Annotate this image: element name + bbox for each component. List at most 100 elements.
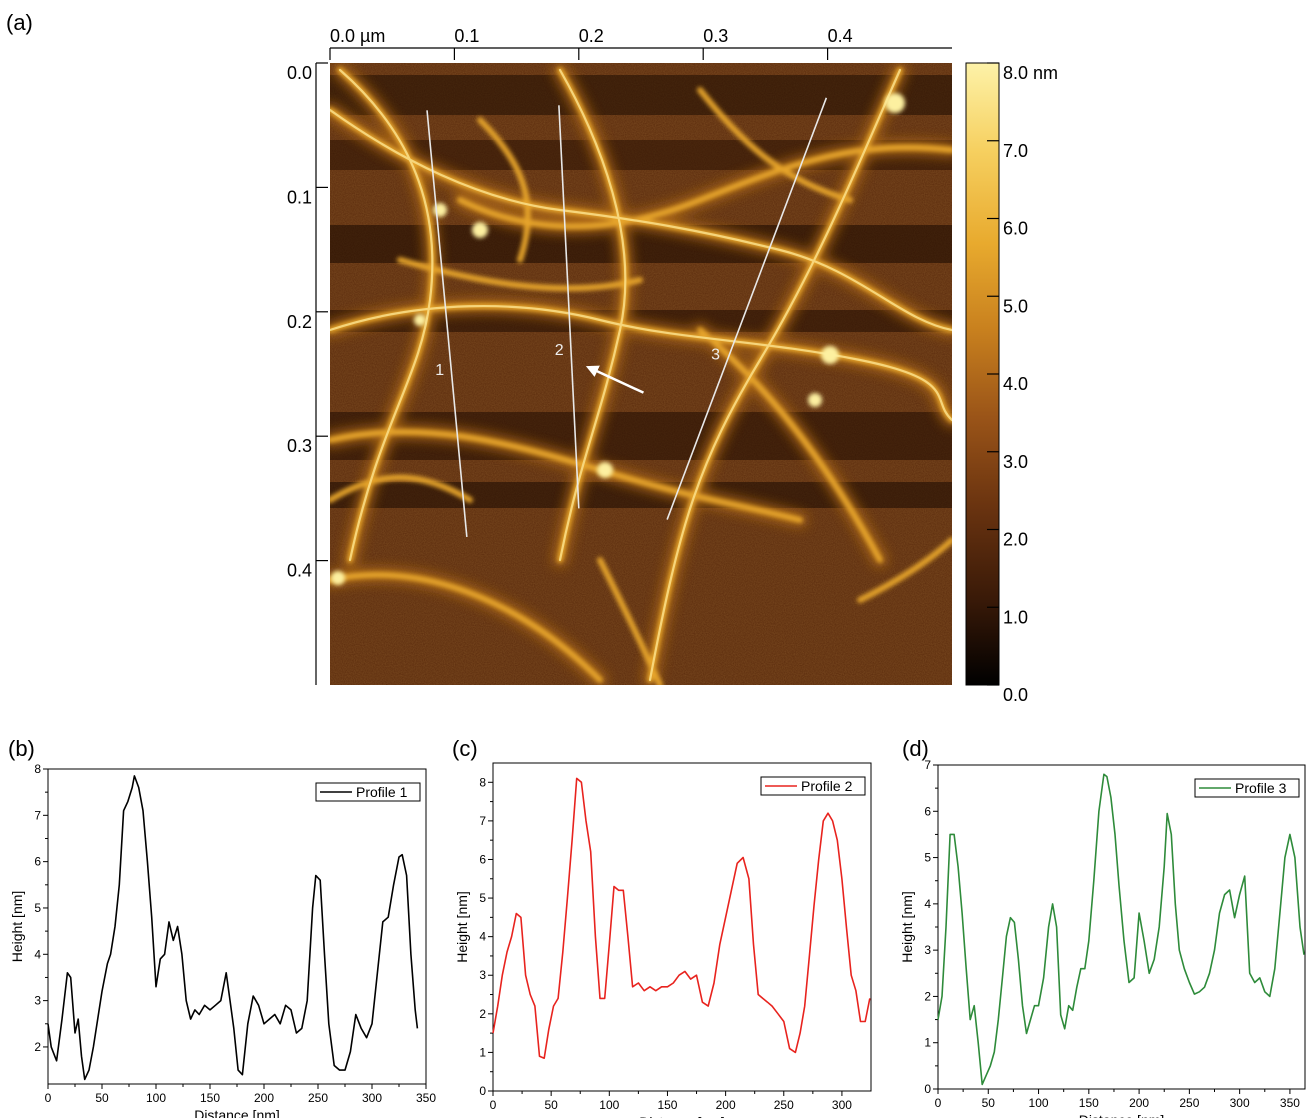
legend-label: Profile 3 xyxy=(1235,780,1287,796)
series-line xyxy=(47,775,419,1081)
x-tick-label: 150 xyxy=(657,1098,677,1112)
colorbar-tick-label: 7.0 xyxy=(1003,141,1028,161)
afm-y-tick-label: 0.3 xyxy=(287,436,312,456)
afm-x-tick-label: 0.1 xyxy=(454,26,479,46)
y-axis-title: Height [nm] xyxy=(899,891,915,963)
afm-y-tick-label: 0.0 xyxy=(287,63,312,83)
afm-y-tick-label: 0.2 xyxy=(287,312,312,332)
colorbar-tick-label: 3.0 xyxy=(1003,452,1028,472)
x-tick-label: 0 xyxy=(490,1098,497,1112)
colorbar-tick-label: 2.0 xyxy=(1003,530,1028,550)
y-axis-title: Height [nm] xyxy=(9,891,25,963)
afm-x-axis: 0.0 µm 0.1 0.2 0.3 0.4 xyxy=(329,26,952,60)
x-tick-label: 150 xyxy=(1079,1096,1099,1110)
fibre-network xyxy=(330,63,952,685)
x-tick-label: 100 xyxy=(146,1091,166,1105)
series-line xyxy=(492,777,871,1059)
panel-c-label: (c) xyxy=(452,736,478,761)
afm-height-image: 1 2 3 0.0 µm 0.1 0.2 0.3 0.4 0.0 0.1 0.2 0.3 0.4 xyxy=(287,26,952,685)
x-tick-label: 350 xyxy=(1280,1096,1300,1110)
afm-x-tick-label: 0.0 µm xyxy=(330,26,385,46)
y-tick-label: 8 xyxy=(479,775,486,789)
colorbar-tick-label: 4.0 xyxy=(1003,374,1028,394)
profile-2-chart: 0 50 100 150 200 250 300 0 1 2 3 4 5 6 7 8 Distance [nm]… xyxy=(454,762,872,1118)
afm-x-tick-label: 0.4 xyxy=(828,26,853,46)
x-tick-label: 350 xyxy=(416,1091,436,1105)
x-tick-label: 250 xyxy=(308,1091,328,1105)
y-tick-label: 3 xyxy=(479,968,486,982)
x-tick-label: 200 xyxy=(1129,1096,1149,1110)
y-tick-label: 6 xyxy=(924,804,931,818)
profile-lines: 1 2 3 xyxy=(426,97,828,538)
plot-frame xyxy=(937,764,1306,1090)
plot-frame xyxy=(47,768,427,1085)
colorbar-tick-label: 8.0 nm xyxy=(1003,63,1058,83)
y-tick-label: 2 xyxy=(479,1007,486,1021)
colorbar-tick-label: 5.0 xyxy=(1003,296,1028,316)
y-tick-label: 4 xyxy=(34,947,41,961)
legend-box xyxy=(1194,778,1300,798)
colorbar-ticks: 8.0 nm 7.0 6.0 5.0 4.0 3.0 2.0 1.0 0.0 xyxy=(987,62,1058,705)
panel-b-label: (b) xyxy=(8,736,35,761)
x-tick-label: 0 xyxy=(45,1091,52,1105)
x-tick-label: 250 xyxy=(774,1098,794,1112)
colorbar-tick-label: 1.0 xyxy=(1003,607,1028,627)
series-line xyxy=(937,773,1305,1086)
y-tick-label: 3 xyxy=(34,994,41,1008)
panel-d-label: (d) xyxy=(902,736,929,761)
y-tick-label: 8 xyxy=(34,762,41,776)
legend-box xyxy=(315,782,421,802)
x-tick-label: 200 xyxy=(254,1091,274,1105)
afm-x-tick-label: 0.3 xyxy=(703,26,728,46)
colorbar-tick-label: 6.0 xyxy=(1003,219,1028,239)
x-tick-label: 200 xyxy=(716,1098,736,1112)
x-tick-label: 50 xyxy=(95,1091,109,1105)
x-tick-label: 300 xyxy=(1230,1096,1250,1110)
y-tick-label: 1 xyxy=(479,1045,486,1059)
y-tick-label: 4 xyxy=(479,930,486,944)
x-tick-label: 250 xyxy=(1179,1096,1199,1110)
colorbar-tick-label: 0.0 xyxy=(1003,685,1028,705)
y-tick-label: 4 xyxy=(924,897,931,911)
y-tick-label: 0 xyxy=(479,1084,486,1098)
y-tick-label: 7 xyxy=(34,808,41,822)
y-tick-label: 0 xyxy=(924,1082,931,1096)
arrow-marker xyxy=(585,365,645,394)
profile-3-chart: 0 50 100 150 200 250 300 350 0 1 2 3 4 5 6 7 Distance [n… xyxy=(899,758,1306,1118)
y-tick-label: 5 xyxy=(34,901,41,915)
profile-line-1 xyxy=(426,110,468,538)
afm-scan-bands xyxy=(330,75,952,508)
y-tick-label: 7 xyxy=(924,758,931,772)
profile-line-label: 3 xyxy=(711,346,720,363)
x-tick-label: 300 xyxy=(362,1091,382,1105)
profile-line-3 xyxy=(666,97,828,520)
x-axis-title: Distance [nm] xyxy=(194,1107,280,1118)
afm-y-axis: 0.0 0.1 0.2 0.3 0.4 xyxy=(287,62,328,685)
y-tick-label: 5 xyxy=(479,891,486,905)
y-tick-label: 3 xyxy=(924,943,931,957)
x-tick-label: 300 xyxy=(832,1098,852,1112)
profile-line-label: 1 xyxy=(435,362,444,379)
colorbar: 8.0 nm 7.0 6.0 5.0 4.0 3.0 2.0 1.0 0.0 xyxy=(965,62,1058,705)
x-tick-label: 150 xyxy=(200,1091,220,1105)
x-axis-title: Distance [nm] xyxy=(1079,1112,1165,1118)
profile-1-chart: 0 50 100 150 200 250 300 350 2 3 4 5 6 7 8 Distance [nm… xyxy=(9,762,436,1118)
profile-line-label: 2 xyxy=(555,342,564,359)
y-tick-label: 5 xyxy=(924,851,931,865)
legend-label: Profile 2 xyxy=(801,778,853,794)
profile-line-2 xyxy=(558,105,580,509)
x-tick-label: 100 xyxy=(599,1098,619,1112)
x-tick-label: 0 xyxy=(935,1096,942,1110)
y-tick-label: 7 xyxy=(479,814,486,828)
y-tick-label: 6 xyxy=(479,852,486,866)
y-tick-label: 2 xyxy=(34,1040,41,1054)
x-tick-label: 50 xyxy=(982,1096,996,1110)
y-tick-label: 1 xyxy=(924,1036,931,1050)
afm-y-tick-label: 0.4 xyxy=(287,561,312,581)
legend-label: Profile 1 xyxy=(356,784,408,800)
afm-x-tick-label: 0.2 xyxy=(579,26,604,46)
y-axis-title: Height [nm] xyxy=(454,891,470,963)
x-axis-title: Distance [nm] xyxy=(639,1114,725,1118)
x-tick-label: 50 xyxy=(544,1098,558,1112)
